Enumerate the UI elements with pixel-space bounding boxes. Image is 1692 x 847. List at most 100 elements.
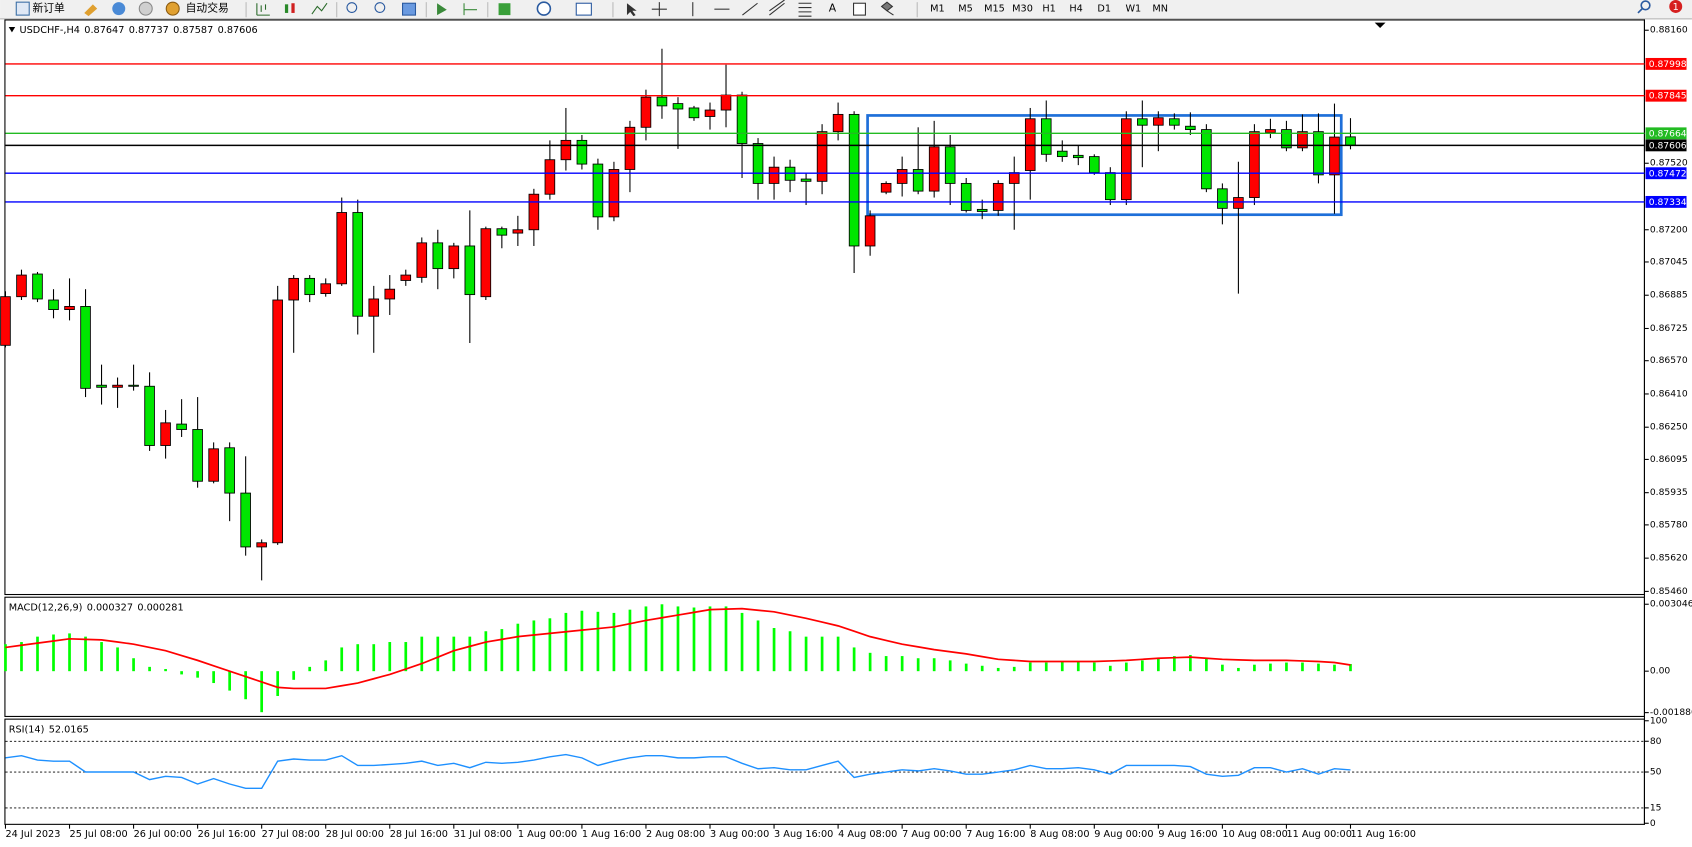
zoom-in-icon[interactable]	[346, 2, 358, 13]
line-chart-icon[interactable]	[311, 2, 328, 15]
macd-bar	[1012, 666, 1016, 672]
x-tick-label: 7 Aug 16:00	[966, 829, 1025, 840]
macd-bar	[676, 606, 680, 672]
shift-icon[interactable]	[463, 3, 477, 16]
price-level-label: 0.87664	[1649, 128, 1687, 139]
timeframe-button[interactable]: MN	[1152, 4, 1168, 15]
timeframe-button[interactable]: H1	[1042, 4, 1055, 15]
candle-body	[176, 423, 187, 430]
y-tick-label: 0.86095	[1650, 454, 1688, 465]
auto-trading-button[interactable]: 自动交易	[186, 2, 229, 15]
macd-bar	[596, 611, 600, 672]
macd-bar	[724, 606, 728, 672]
new-order-button[interactable]: 新订单	[32, 2, 65, 15]
macd-bar	[820, 636, 824, 672]
timeframe-button[interactable]: H4	[1069, 4, 1082, 15]
macd-bar	[532, 620, 536, 672]
macd-bar	[836, 636, 840, 672]
x-tick-label: 1 Aug 00:00	[518, 829, 577, 840]
candle-body	[128, 384, 139, 387]
macd-bar	[996, 667, 1000, 672]
macd-bar	[1269, 663, 1272, 672]
y-tick-label: 0	[1650, 818, 1656, 829]
text-tool[interactable]: A	[829, 2, 837, 15]
macd-bar	[628, 609, 632, 672]
crosshair-icon[interactable]	[651, 2, 667, 17]
macd-bar	[292, 671, 296, 680]
price-level-label: 0.87606	[1649, 140, 1687, 151]
y-tick-label: 0.87045	[1650, 256, 1688, 267]
tool-icon[interactable]	[84, 4, 98, 17]
notification-badge[interactable]	[1669, 0, 1683, 13]
candle-body	[832, 113, 844, 133]
tool-icon[interactable]	[112, 2, 126, 16]
timeframe-button[interactable]: M5	[958, 4, 973, 15]
x-tick-label: 28 Jul 16:00	[390, 829, 448, 840]
candle-body	[448, 245, 460, 270]
macd-bar	[68, 633, 71, 672]
periods-icon[interactable]	[536, 1, 552, 16]
arrows-icon[interactable]	[880, 1, 894, 16]
timeframe-button[interactable]: M1	[930, 4, 945, 15]
candle-body	[0, 296, 11, 346]
candle-body	[688, 107, 700, 119]
search-icon[interactable]	[1640, 0, 1651, 11]
candle-icon[interactable]	[291, 3, 295, 13]
candle-body	[1040, 118, 1052, 155]
macd-bar	[1301, 662, 1304, 672]
rsi-panel	[4, 718, 1645, 825]
readout-value: 0.87647	[84, 25, 124, 36]
timeframe-button[interactable]: M15	[984, 4, 1005, 15]
y-tick-label: 0.85460	[1650, 586, 1688, 597]
toolbar-buttons: 新订单 自动交易 A 1	[15, 0, 1683, 18]
candle-body	[1137, 118, 1148, 126]
scroll-icon[interactable]	[437, 3, 447, 16]
cursor-icon[interactable]	[626, 3, 637, 17]
trendline-icon[interactable]	[742, 2, 758, 16]
indicators-icon[interactable]	[498, 3, 511, 16]
timeframe-button[interactable]: M30	[1012, 4, 1033, 15]
symbol-menu-icon[interactable]	[8, 26, 16, 33]
macd-bar	[1044, 662, 1048, 672]
tool-icon[interactable]	[138, 1, 153, 16]
candle-body	[288, 277, 299, 301]
tile-icon[interactable]	[401, 2, 417, 16]
macd-bar	[516, 623, 520, 672]
macd-bar	[84, 636, 87, 672]
search-icon[interactable]	[1637, 8, 1643, 14]
macd-bar	[452, 636, 456, 672]
candle-icon[interactable]	[284, 4, 289, 13]
readout-value: 0.000281	[137, 602, 183, 613]
macd-bar	[484, 631, 488, 672]
candle-body	[464, 245, 476, 296]
candle-body	[272, 299, 283, 544]
macd-bar	[500, 629, 504, 672]
candle-body	[64, 306, 75, 310]
label-icon[interactable]	[853, 2, 866, 16]
title-text: USDCHF-,H4	[20, 25, 80, 36]
zoom-out-icon[interactable]	[374, 2, 386, 13]
bar-chart-icon[interactable]	[256, 3, 270, 16]
macd-bar	[276, 671, 280, 696]
price-level-tag	[1645, 127, 1687, 140]
macd-bar	[564, 612, 568, 672]
fibo-icon[interactable]	[798, 2, 812, 17]
channel-icon[interactable]	[769, 0, 785, 16]
candle-body	[880, 182, 892, 193]
macd-bar	[212, 671, 215, 684]
candle-body	[224, 447, 235, 494]
y-tick-label: 15	[1650, 802, 1662, 813]
timeframe-button[interactable]: W1	[1125, 4, 1141, 15]
templates-icon[interactable]	[575, 2, 592, 16]
candle-body	[1056, 150, 1068, 158]
candle-body	[1169, 118, 1180, 126]
macd-bar	[308, 666, 312, 672]
candle-body	[96, 384, 107, 388]
macd-bar	[772, 628, 776, 672]
candle-body	[944, 146, 956, 184]
price-level-tag	[1645, 167, 1687, 180]
timeframe-button[interactable]: D1	[1097, 4, 1111, 15]
y-tick-label: 0.87520	[1650, 158, 1688, 169]
